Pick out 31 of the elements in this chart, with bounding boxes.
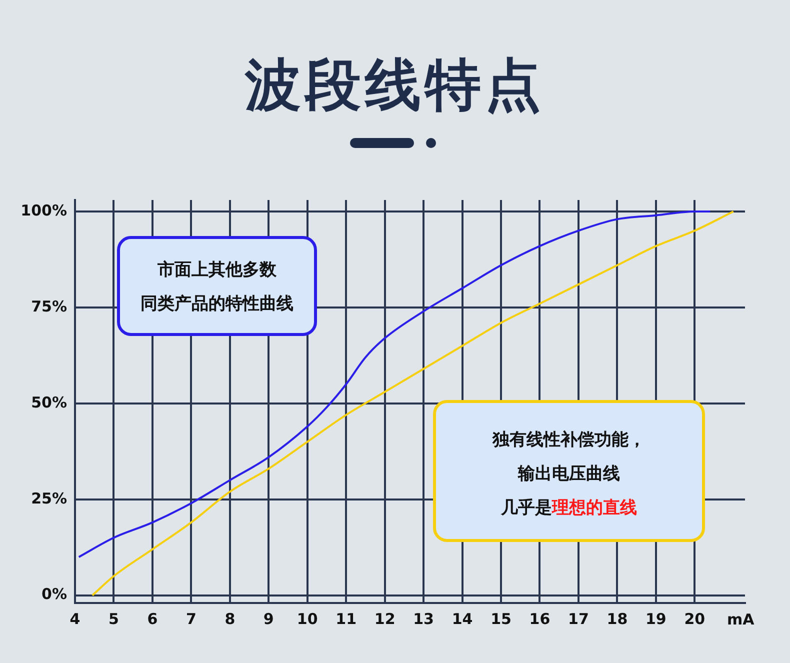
annotation: 输出电压曲线 [518,464,620,484]
x-tick-label: 13 [413,610,434,628]
annotation: 同类产品的特性曲线 [140,294,294,314]
annotation: 独有线性补偿功能， [492,430,646,450]
speech-bubble: 市面上其他多数 同类产品的特性曲线 [117,236,317,336]
x-tick-label: 11 [336,610,357,628]
y-tick-label: 0% [42,585,67,604]
x-tick-label: 12 [374,610,396,628]
y-tick-label: 75% [31,297,67,316]
x-tick-label: 10 [296,610,318,628]
annotation: 市面上其他多数 [158,260,276,280]
x-tick-label: 15 [490,610,512,628]
x-tick-label: 7 [186,610,196,628]
annotation: 几乎是 [501,498,552,518]
x-tick-label: 18 [606,610,628,628]
x-tick-label: 4 [70,610,80,628]
y-tick-label: 100% [20,201,67,220]
x-axis-title: mA [727,610,755,628]
x-tick-label: 16 [529,610,550,628]
y-tick-label: 50% [31,393,67,412]
x-tick-label: 19 [645,610,666,628]
chart-title: 波段线特点 [244,52,546,120]
x-tick-label: 14 [452,610,473,628]
y-tick-label: 25% [31,489,67,508]
annotation: 理想的直线 [552,498,637,518]
x-tick-label: 8 [224,610,236,628]
x-tick-label: 20 [684,610,706,628]
x-tick-label: 5 [108,610,119,628]
x-tick-label: 9 [263,610,274,628]
x-tick-label: 17 [568,610,589,628]
x-tick-label: 6 [147,610,158,628]
